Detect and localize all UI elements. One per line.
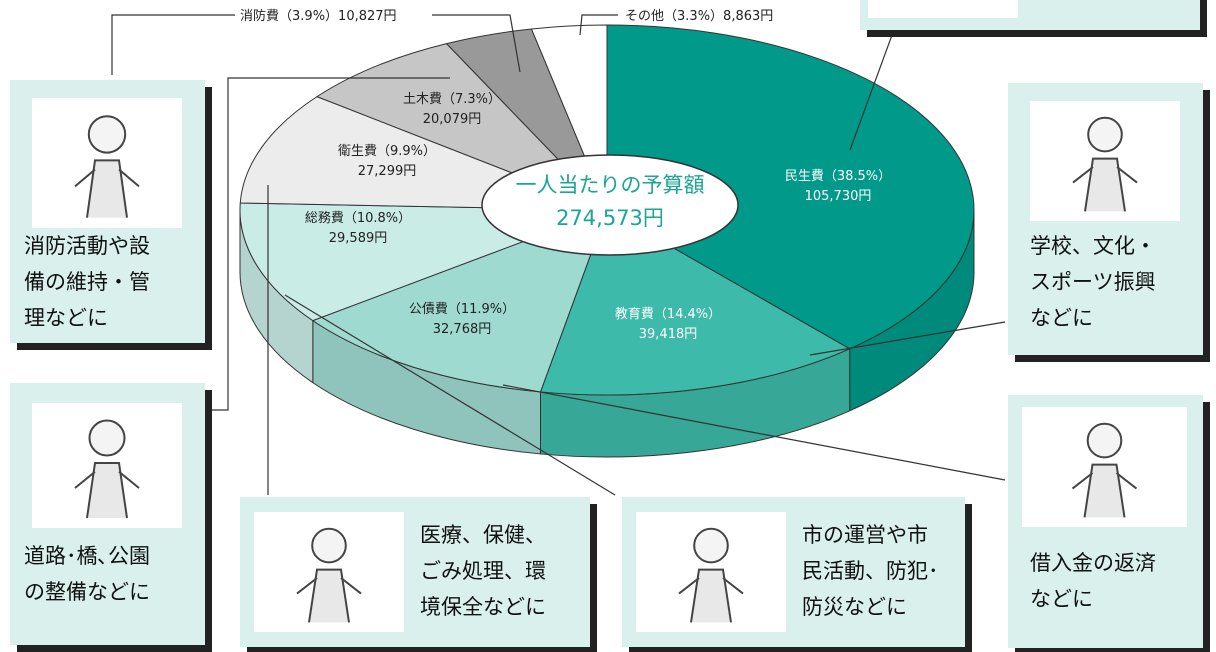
callout-box: 借入金の返済などに [1008,395,1203,648]
callout-line: などに [1030,300,1156,336]
illustration [32,98,182,228]
amount-label: 8,863円 [723,9,773,24]
callout-line: 理などに [24,300,150,336]
callout-line: 道路･橋､公園 [24,538,150,574]
value-label: （11.9%） [448,302,515,317]
slice-label: 教育費（14.4%） [615,306,721,322]
category-name: 土木費 [403,92,442,107]
amount-label: 105,730円 [805,189,872,204]
category-name: 衛生費 [338,144,377,159]
center-value: 274,573円 [556,206,664,230]
leader-line [112,15,235,75]
callout-line: 防災などに [802,589,939,625]
category-name: 総務費 [305,211,344,226]
callout-line: 備の維持・管 [24,264,150,300]
callout-text: 学校、文化・スポーツ振興などに [1030,228,1156,336]
illustration [868,0,1018,18]
center-label: 一人当たりの予算額 [516,173,705,197]
category-name: 民生費 [785,169,824,184]
callout-line: 民活動、防犯･ [802,553,939,589]
callout-line: などに [1030,581,1156,617]
callout-box: 市の運営や市民活動、防犯･防災などに [622,497,965,647]
value-label: （7.3%） [442,92,501,107]
callout-line: 消防活動や設 [24,228,150,264]
illustration [1030,101,1180,221]
amount-label: 29,589円 [329,231,388,246]
value-label: （38.5%） [824,169,891,184]
amount-label: 27,299円 [358,164,417,179]
callout-box: 道路･橋､公園の整備などに [10,383,205,645]
callout-line: の整備などに [24,574,150,610]
slice-label: 公債費（11.9%） [409,302,515,317]
value-label: （3.9%） [279,9,338,24]
slice-label: 衛生費（9.9%） [338,144,436,159]
figure [636,512,786,632]
callout-line: 市の運営や市 [802,517,939,553]
illustration [636,512,786,632]
slice-label: 土木費（7.3%） [403,92,501,107]
callout-box: 医療、保健、ごみ処理、環境保全などに [240,497,590,647]
category-name: 教育費 [615,306,654,322]
slice-label: 総務費（10.8%） [305,211,411,226]
callout-text: 市の運営や市民活動、防犯･防災などに [802,517,939,625]
center-ellipse [482,155,738,255]
callout-box: 学校、文化・スポーツ振興などに [1008,83,1203,355]
callout-text: 道路･橋､公園の整備などに [24,538,150,610]
value-label: （14.4%） [654,307,721,322]
amount-label: 10,827円 [338,9,397,24]
figure [32,403,182,528]
slice-label: 消防費（3.9%）10,827円 [240,8,397,24]
callout-line: 学校、文化・ [1030,228,1156,264]
callout-text: 消防活動や設備の維持・管理などに [24,228,150,336]
amount-label: 20,079円 [423,112,482,127]
slice-label: その他（3.3%）8,863円 [625,9,773,24]
callout-line: 境保全などに [420,589,546,625]
callout-text: 借入金の返済などに [1030,545,1156,617]
category-name: その他 [625,9,664,24]
illustration [32,403,182,528]
callout-box: 消防活動や設備の維持・管理などに [10,80,205,343]
illustration [1022,407,1187,527]
page: 民生費（38.5%）105,730円教育費（14.4%）39,418円公債費（1… [0,0,1216,652]
value-label: （9.9%） [377,144,436,159]
category-name: 公債費 [409,302,448,317]
callout-box [860,0,1200,30]
callout-line: 借入金の返済 [1030,545,1156,581]
callout-line: ごみ処理、環 [420,553,546,589]
amount-label: 32,768円 [433,322,492,337]
callout-line: スポーツ振興 [1030,264,1156,300]
value-label: （3.3%） [664,9,723,24]
illustration [254,512,404,632]
callout-text: 医療、保健、ごみ処理、環境保全などに [420,517,546,625]
slice-label: 民生費（38.5%） [785,169,891,184]
category-name: 消防費 [240,8,279,24]
callout-line: 医療、保健、 [420,517,546,553]
figure [32,98,182,228]
figure [1022,407,1187,527]
value-label: （10.8%） [344,211,411,226]
figure [1030,101,1180,221]
amount-label: 39,418円 [639,327,698,342]
figure [254,512,404,632]
